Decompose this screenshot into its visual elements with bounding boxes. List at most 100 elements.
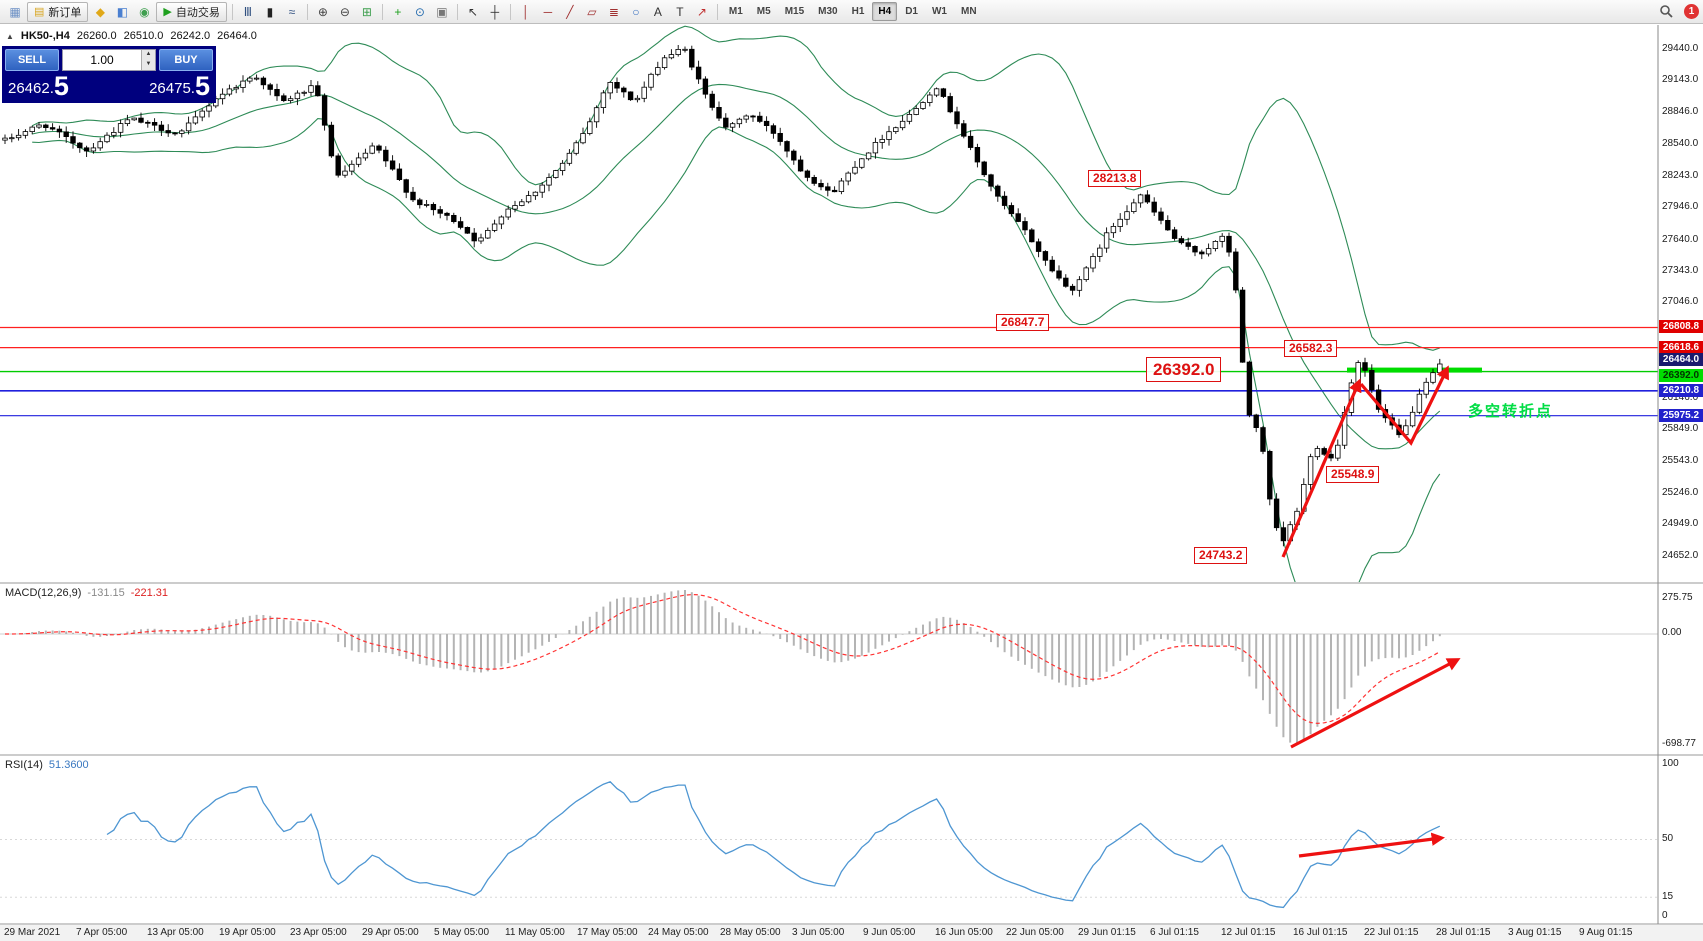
navigator-icon[interactable]: ◉ <box>134 2 154 22</box>
price-tag: 26392.0 <box>1659 369 1703 382</box>
price-annotation: 26847.7 <box>996 314 1050 331</box>
tile-windows-icon[interactable]: ⊞ <box>357 2 377 22</box>
crosshair-icon[interactable]: ┼ <box>485 2 505 22</box>
trend-arrow[interactable] <box>1298 832 1445 858</box>
timeframe-m15[interactable]: M15 <box>779 2 810 21</box>
arrows-icon[interactable]: ↗ <box>692 2 712 22</box>
sell-price-base: 26462. <box>8 80 54 97</box>
shapes-icon[interactable]: ○ <box>626 2 646 22</box>
timeframe-d1[interactable]: D1 <box>899 2 924 21</box>
toolbar-separator <box>456 3 458 20</box>
rsi-line <box>106 781 1441 909</box>
volume-decrease-button[interactable]: ▼ <box>142 60 155 70</box>
line-chart-icon[interactable]: ≈ <box>282 2 302 22</box>
price-axis-label: 28540.0 <box>1662 138 1699 149</box>
volume-input[interactable] <box>63 50 141 70</box>
new-order-button[interactable]: ▤ 新订单 <box>27 1 89 22</box>
chart-marker-icon: ▲ <box>6 31 14 41</box>
chinese-annotation: 多空转折点 <box>1468 403 1554 420</box>
vertical-line-icon[interactable]: │ <box>516 2 536 22</box>
zoom-in-icon[interactable]: ⊕ <box>313 2 333 22</box>
search-icon[interactable] <box>1659 4 1674 19</box>
time-axis-label: 28 Jul 01:15 <box>1436 927 1491 938</box>
rsi-indicator-label: RSI(14) 51.3600 <box>5 759 89 771</box>
timeframe-h4[interactable]: H4 <box>872 2 898 21</box>
time-axis-label: 3 Jun 05:00 <box>792 927 845 938</box>
indicator-axis-label: 100 <box>1662 758 1679 769</box>
timeframe-mn[interactable]: MN <box>955 2 983 21</box>
bollinger-middle-band <box>32 83 1441 450</box>
rsi-value: 51.3600 <box>48 759 89 771</box>
support-zone-line[interactable] <box>1347 367 1482 373</box>
market-watch-icon[interactable]: ◆ <box>90 2 110 22</box>
candlestick-chart-icon[interactable]: ▮ <box>260 2 280 22</box>
candles-group <box>2 45 1443 547</box>
macd-histogram <box>17 590 1441 744</box>
volume-increase-button[interactable]: ▲ <box>142 50 155 60</box>
trendline-icon[interactable]: ╱ <box>560 2 580 22</box>
auto-trading-button[interactable]: ▶ 自动交易 <box>156 1 227 22</box>
price-tag: 26210.8 <box>1659 384 1703 397</box>
text-icon[interactable]: A <box>648 2 668 22</box>
toolbar-separator <box>509 3 511 20</box>
time-axis-label: 13 Apr 05:00 <box>147 927 204 938</box>
timeframe-w1[interactable]: W1 <box>926 2 953 21</box>
fibonacci-icon[interactable]: ≣ <box>604 2 624 22</box>
rsi-panel-layer <box>0 781 1658 909</box>
price-axis-label: 25543.0 <box>1662 455 1699 466</box>
toolbar-separator <box>381 3 383 20</box>
price-annotation: 25548.9 <box>1326 466 1380 483</box>
price-axis-label: 29440.0 <box>1662 43 1699 54</box>
one-click-buttons-row: SELL ▲ ▼ BUY <box>5 49 213 71</box>
notification-badge[interactable]: 1 <box>1684 4 1699 19</box>
horizontal-line-icon[interactable]: ─ <box>538 2 558 22</box>
new-order-button-icon: ▤ <box>34 6 45 18</box>
indicator-axis-label: -698.77 <box>1662 738 1696 749</box>
time-axis-label: 29 Apr 05:00 <box>362 927 419 938</box>
trend-arrow[interactable] <box>1359 365 1449 446</box>
macd-indicator-label: MACD(12,26,9) -131.15 -221.31 <box>5 587 168 599</box>
bollinger-upper-band <box>31 25 1440 351</box>
price-axis-label: 25246.0 <box>1662 487 1699 498</box>
indicator-axis-label: 0.00 <box>1662 627 1682 638</box>
price-tag: 26808.8 <box>1659 320 1703 333</box>
low-value: 26242.0 <box>170 30 211 42</box>
toolbar-separator <box>716 3 718 20</box>
time-axis-label: 16 Jul 01:15 <box>1293 927 1348 938</box>
macd-panel-layer <box>0 590 1658 749</box>
one-click-trading-panel: SELL ▲ ▼ BUY 26462. 5 26475. 5 <box>2 46 216 103</box>
toolbar-separator <box>231 3 233 20</box>
main-chart-layer <box>0 25 1658 582</box>
time-axis-label: 11 May 05:00 <box>505 927 565 938</box>
trend-arrow[interactable] <box>1290 658 1461 749</box>
price-tag: 26464.0 <box>1659 353 1703 366</box>
price-annotation: 26392.0 <box>1146 357 1222 382</box>
indicators-icon[interactable]: + <box>388 2 408 22</box>
bar-chart-icon[interactable]: Ⅲ <box>238 2 258 22</box>
channel-icon[interactable]: ▱ <box>582 2 602 22</box>
data-window-icon[interactable]: ◧ <box>112 2 132 22</box>
price-axis-label: 27946.0 <box>1662 201 1699 212</box>
price-annotation: 24743.2 <box>1194 547 1248 564</box>
periods-icon[interactable]: ⊙ <box>410 2 430 22</box>
chart-window-icon[interactable]: ▦ <box>5 2 25 22</box>
zoom-out-icon[interactable]: ⊖ <box>335 2 355 22</box>
bollinger-lower-band <box>32 118 1441 582</box>
sell-button[interactable]: SELL <box>5 49 59 71</box>
timeframe-m5[interactable]: M5 <box>751 2 777 21</box>
toolbar: ▦ ▤ 新订单 ◆ ◧ ◉ ▶ 自动交易 Ⅲ ▮ ≈ ⊕ ⊖ ⊞ + ⊙ ▣ ↖ ┼ │ ─ ╱ ▱ ≣ ○ A T ↗ M1 M5 M1… <box>0 0 1703 24</box>
time-axis-label: 3 Aug 01:15 <box>1508 927 1562 938</box>
price-tag: 26618.6 <box>1659 341 1703 354</box>
templates-icon[interactable]: ▣ <box>432 2 452 22</box>
price-axis-label: 29143.0 <box>1662 74 1699 85</box>
text-label-icon[interactable]: T <box>670 2 690 22</box>
buy-button[interactable]: BUY <box>159 49 213 71</box>
price-axis-label: 28243.0 <box>1662 170 1699 181</box>
timeframe-m30[interactable]: M30 <box>812 2 843 21</box>
cursor-icon[interactable]: ↖ <box>463 2 483 22</box>
macd-signal-value: -221.31 <box>130 587 169 599</box>
timeframe-h1[interactable]: H1 <box>846 2 871 21</box>
timeframe-m1[interactable]: M1 <box>723 2 749 21</box>
time-axis-label: 12 Jul 01:15 <box>1221 927 1276 938</box>
trend-arrow[interactable] <box>1281 378 1362 558</box>
